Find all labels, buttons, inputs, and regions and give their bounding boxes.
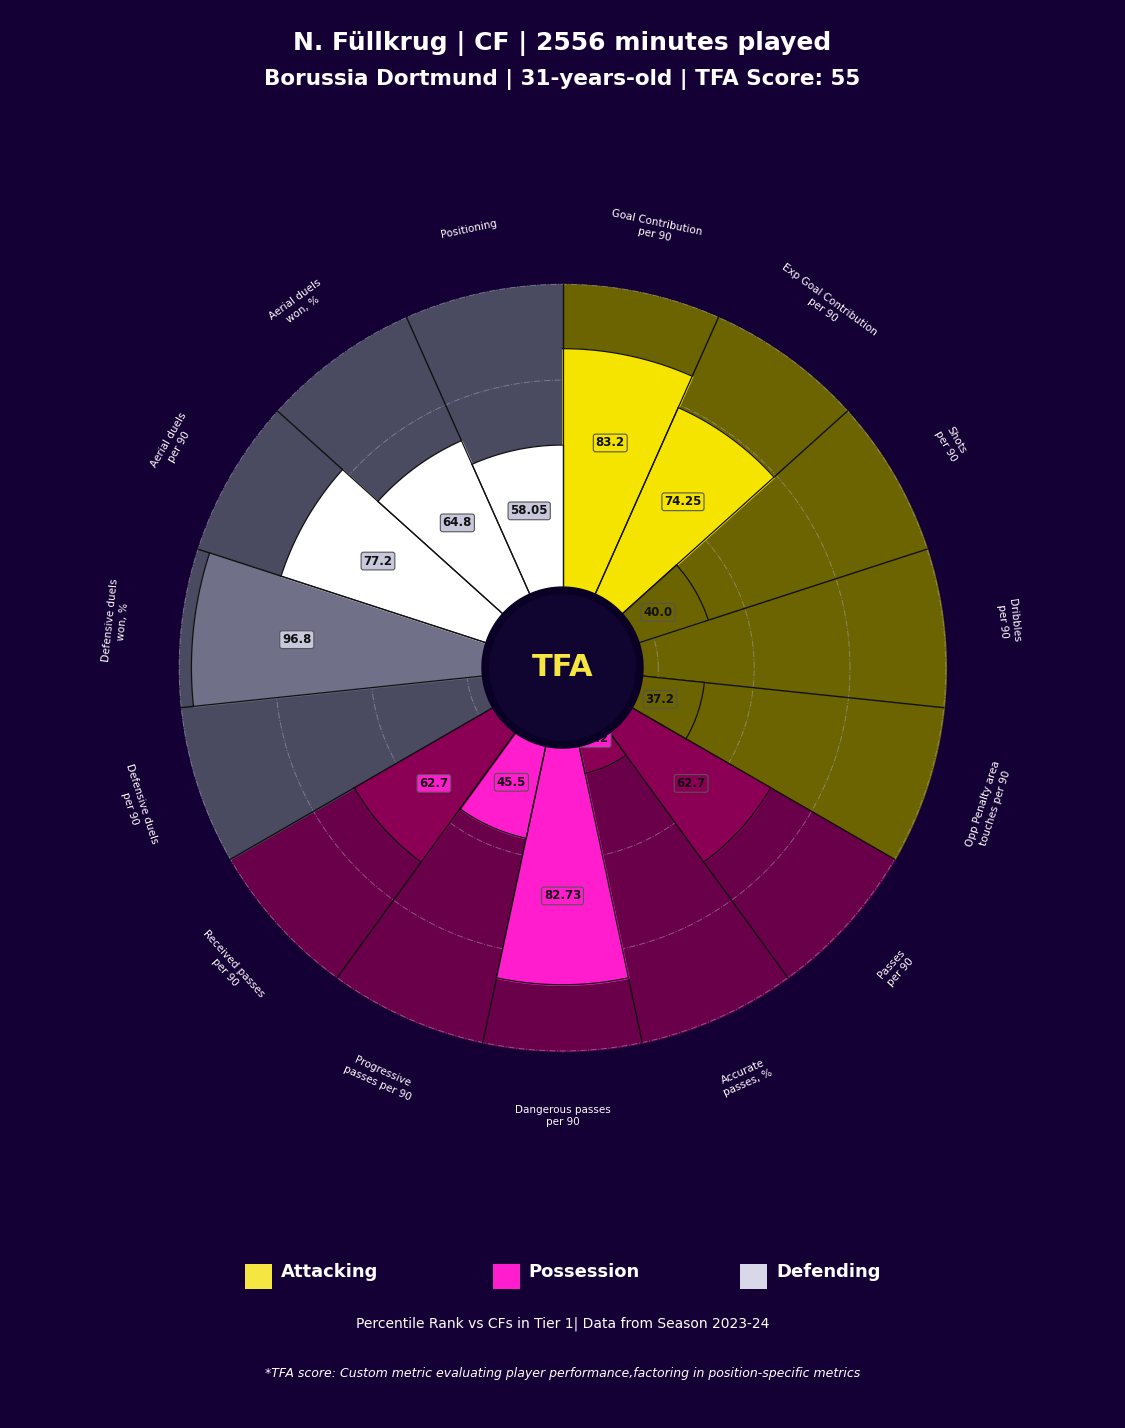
Text: 37.2: 37.2: [646, 693, 675, 705]
Text: Dribbles
per 90: Dribbles per 90: [996, 598, 1022, 644]
Text: Attacking: Attacking: [281, 1264, 379, 1281]
Text: Accurate
passes, %: Accurate passes, %: [717, 1057, 773, 1098]
Text: 40.0: 40.0: [644, 605, 673, 618]
Polygon shape: [489, 594, 636, 741]
Text: 74.25: 74.25: [664, 496, 702, 508]
Text: Aerial duels
won, %: Aerial duels won, %: [268, 277, 331, 331]
Text: Opp Penalty area
touches per 90: Opp Penalty area touches per 90: [964, 760, 1014, 853]
Text: Shots
per 90: Shots per 90: [933, 423, 969, 464]
Text: 77.2: 77.2: [363, 554, 393, 567]
Text: *TFA score: Custom metric evaluating player performance,factoring in position-sp: *TFA score: Custom metric evaluating pla…: [264, 1367, 861, 1381]
Text: 83.2: 83.2: [595, 437, 624, 450]
Text: 6.5: 6.5: [590, 657, 611, 670]
Text: Defensive duels
per 90: Defensive duels per 90: [112, 763, 160, 850]
Text: 28.2: 28.2: [579, 733, 609, 745]
Text: TFA: TFA: [532, 653, 593, 683]
Text: Exp Goal Contribution
per 90: Exp Goal Contribution per 90: [773, 261, 879, 347]
Text: Received passes
per 90: Received passes per 90: [192, 928, 267, 1007]
Text: Positioning: Positioning: [440, 218, 498, 240]
Text: Dangerous passes
per 90: Dangerous passes per 90: [514, 1105, 611, 1127]
Text: 45.5: 45.5: [497, 775, 526, 788]
Text: 5.5: 5.5: [515, 673, 537, 685]
Text: Progressive
passes per 90: Progressive passes per 90: [342, 1052, 417, 1102]
Text: 64.8: 64.8: [443, 517, 472, 530]
Text: Borussia Dortmund | 31-years-old | TFA Score: 55: Borussia Dortmund | 31-years-old | TFA S…: [264, 69, 861, 90]
Text: Goal Contribution
per 90: Goal Contribution per 90: [609, 208, 703, 250]
Text: Passes
per 90: Passes per 90: [875, 947, 916, 988]
Polygon shape: [482, 587, 644, 748]
Text: 82.73: 82.73: [543, 890, 582, 902]
Text: Defending: Defending: [776, 1264, 881, 1281]
Text: 58.05: 58.05: [511, 504, 548, 517]
Text: 62.7: 62.7: [420, 777, 449, 790]
Text: Defensive duels
won, %: Defensive duels won, %: [101, 578, 132, 664]
Text: 96.8: 96.8: [282, 633, 312, 645]
Text: 62.7: 62.7: [676, 777, 705, 790]
Text: N. Füllkrug | CF | 2556 minutes played: N. Füllkrug | CF | 2556 minutes played: [294, 31, 831, 57]
Text: Aerial duels
per 90: Aerial duels per 90: [148, 411, 199, 476]
Text: Possession: Possession: [529, 1264, 640, 1281]
Text: Percentile Rank vs CFs in Tier 1| Data from Season 2023-24: Percentile Rank vs CFs in Tier 1| Data f…: [356, 1317, 770, 1331]
